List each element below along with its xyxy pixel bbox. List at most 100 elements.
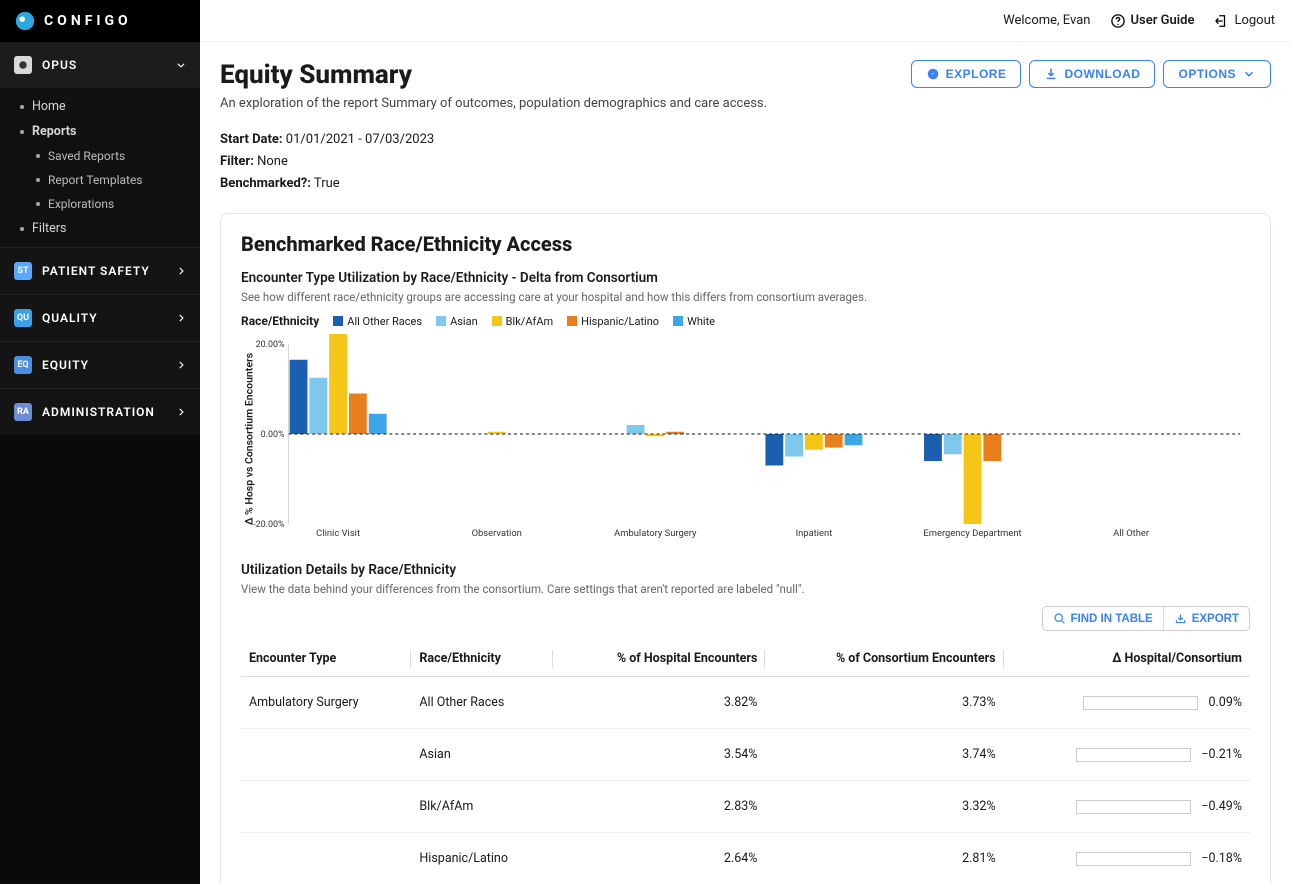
table-desc: View the data behind your differences fr…: [241, 582, 1250, 596]
table-row[interactable]: Hispanic/Latino2.64%2.81%−0.18%: [241, 833, 1250, 884]
delta-value: −0.49%: [1201, 799, 1242, 814]
svg-text:All Other: All Other: [1113, 528, 1150, 539]
chevron-down-icon: [1242, 67, 1256, 81]
cell-race: Hispanic/Latino: [411, 833, 553, 884]
delta-value: −0.21%: [1201, 747, 1242, 762]
nav-label: Report Templates: [48, 173, 143, 187]
legend-title: Race/Ethnicity: [241, 314, 319, 328]
meta-filter-key: Filter:: [220, 154, 254, 169]
section-label: QUALITY: [42, 311, 98, 325]
legend-item[interactable]: White: [673, 315, 715, 328]
legend-item[interactable]: Blk/AfAm: [492, 315, 553, 328]
section-label: PATIENT SAFETY: [42, 264, 150, 278]
sidebar-section-opus[interactable]: OPUS: [0, 42, 200, 88]
page-title: Equity Summary: [220, 60, 412, 90]
col-label: Encounter Type: [249, 651, 336, 666]
chart-legend: Race/Ethnicity All Other Races Asian Blk/A…: [241, 314, 1250, 328]
explore-button[interactable]: EXPLORE: [911, 60, 1022, 88]
chart-title: Encounter Type Utilization by Race/Ethni…: [241, 270, 1250, 286]
sidebar-item-home[interactable]: Home: [0, 94, 200, 119]
delta-bar: [1076, 852, 1191, 866]
meta-start-date-val: 01/01/2021 - 07/03/2023: [286, 132, 434, 147]
sidebar-item-saved-reports[interactable]: Saved Reports: [0, 144, 200, 168]
chevron-right-icon: [176, 407, 186, 417]
page-subtitle: An exploration of the report Summary of …: [220, 96, 1271, 111]
delta-bar: [1076, 748, 1191, 762]
sidebar-section-quality[interactable]: QUQUALITY: [0, 294, 200, 341]
legend-item[interactable]: Asian: [436, 315, 478, 328]
section-label: OPUS: [42, 58, 77, 72]
bullet-icon: [36, 178, 40, 182]
y-axis-label: Δ % Hosp vs Consortium Encounters: [243, 339, 256, 539]
search-icon: [1053, 612, 1066, 625]
top-bar: Welcome, Evan User Guide Logout: [200, 0, 1291, 42]
cell-delta: 0.09%: [1004, 677, 1250, 729]
section-label: ADMINISTRATION: [42, 405, 155, 419]
delta-bar: [1076, 800, 1191, 814]
sidebar-item-report-templates[interactable]: Report Templates: [0, 168, 200, 192]
export-label: EXPORT: [1192, 613, 1239, 625]
table-row[interactable]: Blk/AfAm2.83%3.32% −0.49%: [241, 781, 1250, 833]
chevron-right-icon: [176, 266, 186, 276]
page-actions: EXPLORE DOWNLOAD OPTIONS: [911, 60, 1271, 88]
sidebar-item-filters[interactable]: Filters: [0, 216, 200, 241]
logo[interactable]: CONFIGO: [0, 0, 200, 42]
svg-text:0.00%: 0.00%: [261, 430, 285, 440]
sidebar-section-administration[interactable]: RAADMINISTRATION: [0, 388, 200, 435]
cell-consortium: 3.32%: [765, 781, 1003, 833]
legend-item[interactable]: All Other Races: [333, 315, 422, 328]
column-header[interactable]: Δ Hospital/Consortium: [1004, 641, 1250, 677]
logout-link[interactable]: Logout: [1214, 13, 1275, 28]
opus-icon: [14, 56, 32, 74]
user-guide-link[interactable]: User Guide: [1111, 13, 1195, 28]
col-label: Race/Ethnicity: [419, 651, 501, 666]
sidebar-section-equity[interactable]: EQEQUITY: [0, 341, 200, 388]
legend-item[interactable]: Hispanic/Latino: [567, 315, 659, 328]
svg-text:Clinic Visit: Clinic Visit: [316, 528, 360, 539]
details-table: Encounter Type Race/Ethnicity % of Hospita…: [241, 641, 1250, 884]
download-button[interactable]: DOWNLOAD: [1029, 60, 1155, 88]
sidebar-item-explorations[interactable]: Explorations: [0, 192, 200, 216]
table-row[interactable]: Asian3.54%3.74%−0.21%: [241, 729, 1250, 781]
sidebar-section-patient_safety[interactable]: ST PATIENT SAFETY: [0, 247, 200, 294]
column-header[interactable]: % of Hospital Encounters: [553, 641, 765, 677]
delta-value: −0.18%: [1201, 851, 1242, 866]
svg-text:Ambulatory Surgery: Ambulatory Surgery: [614, 528, 697, 539]
find-in-table-button[interactable]: FIND IN TABLE: [1043, 607, 1163, 630]
sidebar-item-reports[interactable]: Reports: [0, 119, 200, 144]
sidebar: CONFIGO OPUS Home ReportsSaved Reports Rep…: [0, 0, 200, 884]
table-title: Utilization Details by Race/Ethnicity: [241, 562, 1250, 578]
cell-encounter: [241, 833, 411, 884]
chevron-right-icon: [176, 360, 186, 370]
cell-consortium: 3.74%: [765, 729, 1003, 781]
table-row[interactable]: Ambulatory SurgeryAll Other Races3.82%3.…: [241, 677, 1250, 729]
cell-hospital: 3.54%: [553, 729, 765, 781]
legend-label: All Other Races: [347, 315, 422, 328]
meta-bench-val: True: [314, 176, 340, 191]
cell-hospital: 2.83%: [553, 781, 765, 833]
compass-icon: [926, 67, 940, 81]
cell-hospital: 2.64%: [553, 833, 765, 884]
svg-text:Observation: Observation: [472, 528, 522, 539]
panel-title: Benchmarked Race/Ethnicity Access: [241, 232, 1250, 256]
nav-label: Home: [32, 99, 66, 114]
bullet-icon: [36, 202, 40, 206]
logo-icon: [14, 10, 36, 32]
meta-bench-key: Benchmarked?:: [220, 176, 311, 191]
bullet-icon: [36, 154, 40, 158]
table-actions: FIND IN TABLE EXPORT: [241, 606, 1250, 631]
bar-chart: 20.00%0.00%-20.00%Clinic VisitObservatio…: [241, 334, 1250, 544]
export-button[interactable]: EXPORT: [1163, 607, 1249, 630]
patient_safety-icon: ST: [14, 262, 32, 280]
column-header[interactable]: Encounter Type: [241, 641, 411, 677]
main-content: Welcome, Evan User Guide Logout Equity S…: [200, 0, 1291, 884]
meta-filter-val: None: [257, 154, 288, 169]
column-header[interactable]: % of Consortium Encounters: [765, 641, 1003, 677]
user-guide-label: User Guide: [1131, 13, 1195, 28]
legend-swatch: [492, 316, 502, 326]
options-button[interactable]: OPTIONS: [1163, 60, 1271, 88]
cell-race: Blk/AfAm: [411, 781, 553, 833]
download-label: DOWNLOAD: [1064, 67, 1140, 81]
svg-text:Emergency Department: Emergency Department: [923, 528, 1021, 539]
column-header[interactable]: Race/Ethnicity: [411, 641, 553, 677]
